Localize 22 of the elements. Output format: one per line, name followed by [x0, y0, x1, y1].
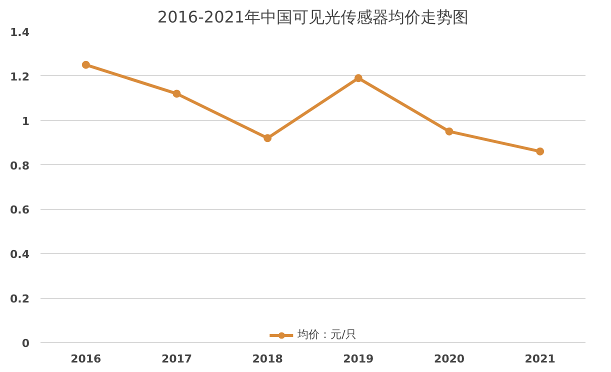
y-tick-label: 1.2: [10, 70, 30, 84]
legend-label: 均价：元/只: [298, 327, 356, 342]
point: [354, 74, 362, 82]
x-tick-label: 2016: [70, 352, 102, 366]
x-tick-label: 2021: [524, 352, 556, 366]
point: [536, 147, 544, 156]
x-tick-label: 2020: [434, 352, 465, 366]
y-tick-label: 0.8: [10, 159, 30, 172]
y-tick-label: 1: [22, 114, 30, 128]
point: [82, 60, 90, 69]
chart-title: 2016-2021年中国可见光传感器均价走势图: [157, 8, 469, 26]
x-tick-label: 2018: [252, 352, 283, 366]
y-tick-label: 0: [22, 337, 30, 350]
x-tick-label: 2019: [343, 352, 374, 366]
x-tick-label: 2017: [161, 352, 192, 366]
y-tick-label: 0.4: [10, 248, 30, 262]
y-tick-label: 1.4: [10, 26, 30, 39]
point: [445, 127, 454, 136]
point: [264, 134, 272, 142]
y-tick-label: 0.6: [10, 204, 30, 217]
point: [172, 90, 181, 98]
y-tick-label: 0.2: [10, 292, 30, 306]
